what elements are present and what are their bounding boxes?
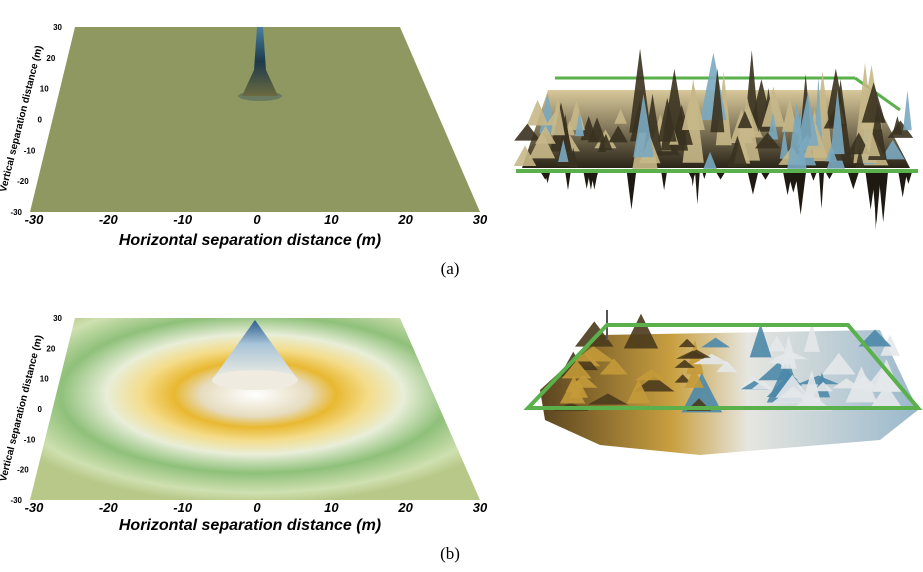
y-tick-label: -20 xyxy=(17,466,29,475)
y-tick-label: 20 xyxy=(46,54,55,63)
terrain-spike-down xyxy=(872,171,881,224)
terrain-spike-down xyxy=(661,171,667,190)
x-axis-title: Horizontal separation distance (m) xyxy=(119,517,381,534)
y-tick-label: 30 xyxy=(53,314,62,323)
terrain-peak xyxy=(624,314,658,349)
x-tick-label: -30 xyxy=(25,212,45,227)
terrain-spike-down xyxy=(695,171,700,205)
x-tick-label: -20 xyxy=(99,212,119,227)
terrain-spike-down xyxy=(627,171,637,210)
x-tick-label: -20 xyxy=(99,500,119,515)
y-tick-label: -30 xyxy=(10,208,22,217)
x-tick-label: 20 xyxy=(397,500,413,515)
caption: (b) xyxy=(440,544,460,563)
y-tick-label: -10 xyxy=(24,435,36,444)
terrain-spike-down xyxy=(691,171,695,187)
x-tick-label: 0 xyxy=(253,500,261,515)
figure: 3020100-10-20-30-30-20-100102030Horizont… xyxy=(0,0,923,572)
y-tick-label: 30 xyxy=(53,23,62,32)
x-tick-label: -10 xyxy=(173,500,193,515)
terrain-spike-down xyxy=(847,171,859,189)
x-tick-label: 30 xyxy=(473,212,488,227)
caption: (a) xyxy=(441,259,460,278)
x-tick-label: 10 xyxy=(324,500,339,515)
x-tick-label: -10 xyxy=(173,212,193,227)
terrain-spike-down xyxy=(819,171,824,209)
terrain-spike-down xyxy=(565,171,571,190)
y-tick-label: 10 xyxy=(40,85,49,94)
surface-peak-base xyxy=(212,370,298,390)
terrain-spike-down xyxy=(747,171,758,195)
y-tick-label: -10 xyxy=(24,146,36,155)
x-tick-label: -30 xyxy=(25,500,45,515)
terrain-views xyxy=(514,49,918,455)
x-tick-label: 10 xyxy=(324,212,339,227)
y-tick-label: 0 xyxy=(38,116,43,125)
page: 3020100-10-20-30-30-20-100102030Horizont… xyxy=(0,0,923,572)
y-tick-label: 20 xyxy=(46,344,55,353)
x-tick-label: 0 xyxy=(253,212,261,227)
x-tick-label: 20 xyxy=(397,212,413,227)
y-tick-label: 0 xyxy=(38,405,43,414)
x-axis-title: Horizontal separation distance (m) xyxy=(119,232,381,249)
terrain-spike-down xyxy=(795,171,806,215)
y-tick-label: -20 xyxy=(17,177,29,186)
y-tick-label: -30 xyxy=(10,496,22,505)
x-tick-label: 30 xyxy=(473,500,488,515)
surface-plane xyxy=(30,27,480,212)
y-tick-label: 10 xyxy=(40,375,49,384)
terrain-spike xyxy=(903,91,912,131)
